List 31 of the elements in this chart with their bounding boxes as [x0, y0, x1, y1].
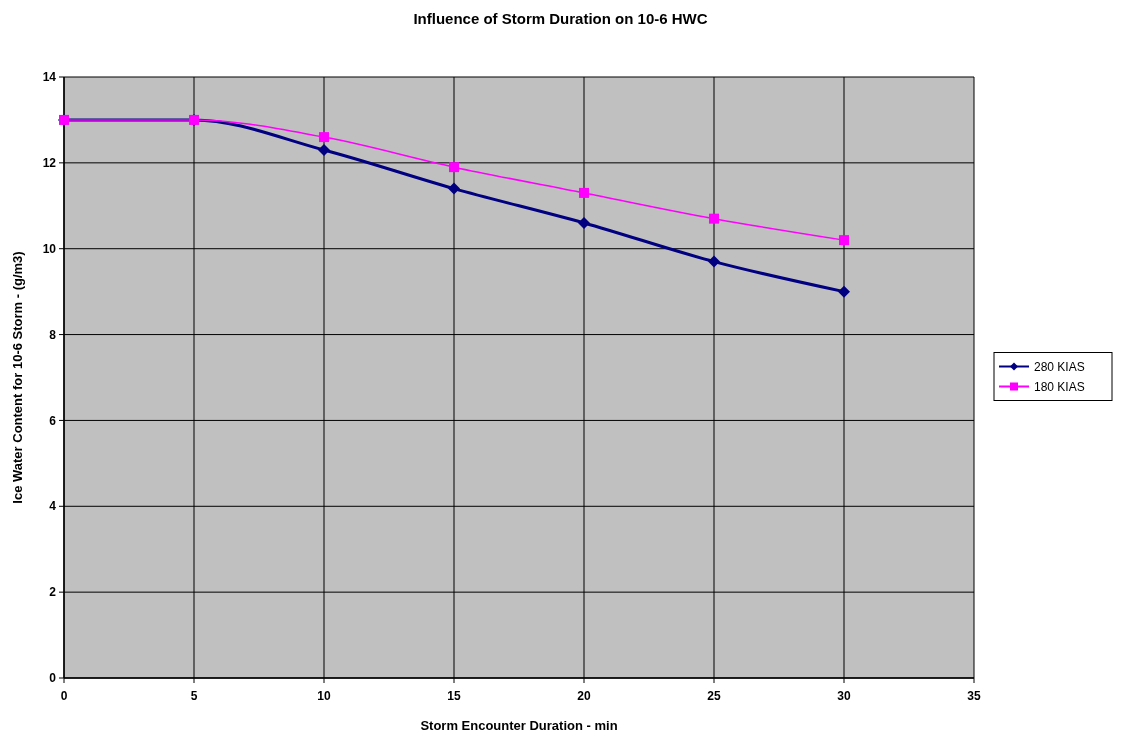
x-tick-label: 35: [967, 689, 981, 703]
x-tick-label: 15: [447, 689, 461, 703]
y-tick-label: 6: [49, 413, 57, 428]
x-tick-label: 20: [577, 689, 591, 703]
point: [839, 235, 849, 246]
x-tick-label: 25: [707, 689, 721, 703]
legend-label: 280 KIAS: [1034, 359, 1085, 374]
chart-title: Influence of Storm Duration on 10-6 HWC: [413, 10, 708, 27]
y-tick-label: 4: [49, 499, 57, 514]
point: [319, 132, 329, 143]
legend-label: 180 KIAS: [1034, 379, 1085, 394]
x-tick-label: 0: [60, 689, 68, 703]
point: [318, 143, 330, 156]
point: [578, 216, 590, 229]
y-tick-label: 8: [49, 327, 57, 342]
y-tick-label: 14: [42, 70, 57, 85]
x-tick-label: 10: [317, 689, 331, 703]
point: [449, 162, 459, 173]
x-tick-label: 5: [190, 689, 198, 703]
y-tick-label: 10: [42, 241, 57, 256]
y-tick-label: 0: [49, 671, 57, 686]
point: [448, 182, 460, 195]
point: [709, 213, 719, 224]
y-axis-title: Ice Water Content for 10-6 Storm - (g/m3): [10, 251, 25, 504]
y-tick-label: 2: [49, 585, 57, 600]
x-axis-title: Storm Encounter Duration - min: [420, 718, 618, 733]
point: [708, 255, 720, 268]
y-tick-label: 12: [42, 156, 57, 171]
x-tick-label: 30: [837, 689, 851, 703]
point: [838, 285, 850, 298]
point: [579, 187, 589, 198]
